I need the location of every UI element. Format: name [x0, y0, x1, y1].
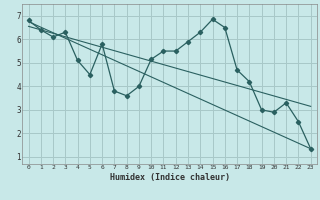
X-axis label: Humidex (Indice chaleur): Humidex (Indice chaleur) [110, 173, 230, 182]
